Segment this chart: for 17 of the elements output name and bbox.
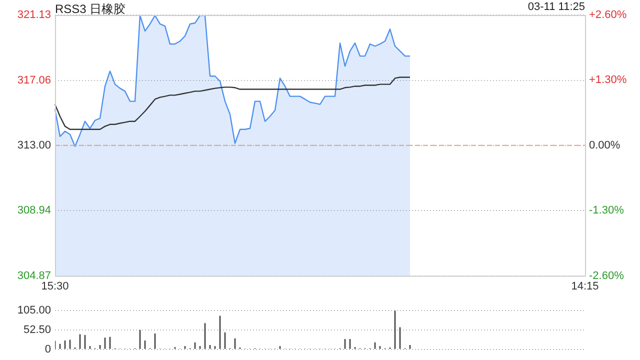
y2-tick-label: +1.30% <box>589 74 627 86</box>
y2-tick-label: -2.60% <box>589 270 624 282</box>
y-tick-label: 52.50 <box>23 324 51 336</box>
y-tick-label: 304.87 <box>17 270 51 282</box>
chart-subtitle: 03-11 11:25 <box>528 1 585 13</box>
chart-title: RSS3 日橡胶 <box>55 1 126 18</box>
y2-tick-label: +2.60% <box>589 9 627 22</box>
y-tick-label: 0 <box>44 343 51 356</box>
y2-tick-label: -1.30% <box>589 204 624 217</box>
x-tick-label: 15:30 <box>41 280 69 292</box>
y-tick-label: 317.06 <box>17 74 51 86</box>
y-tick-label: 105.00 <box>17 304 51 317</box>
y-tick-label: 321.13 <box>17 9 51 22</box>
y-tick-label: 313.00 <box>17 139 51 152</box>
y2-tick-label: 0.00% <box>589 139 620 152</box>
x-tick-label: 14:15 <box>571 280 599 292</box>
y-tick-label: 308.94 <box>17 204 51 217</box>
